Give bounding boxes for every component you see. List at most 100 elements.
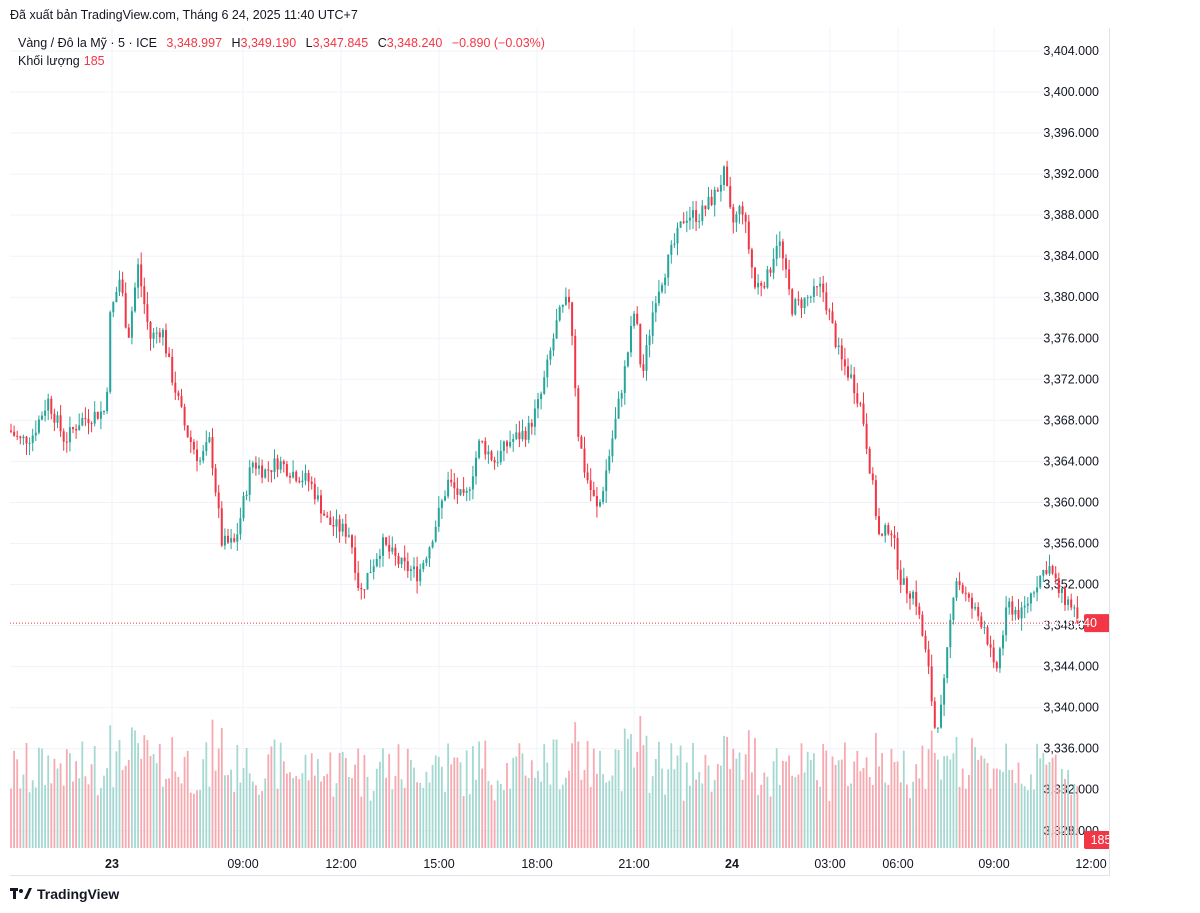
volume-bar	[87, 784, 90, 848]
candle-body	[28, 443, 31, 445]
volume-bar	[834, 764, 837, 848]
volume-bar	[273, 739, 276, 848]
volume-bar	[193, 793, 195, 848]
candle-body	[25, 436, 28, 444]
candle-body	[254, 462, 257, 469]
candle-body	[698, 220, 701, 222]
volume-bar	[422, 787, 425, 848]
candle-body	[1057, 578, 1060, 594]
candle-body	[688, 217, 691, 221]
volume-bar	[317, 759, 319, 848]
volume-bar	[289, 772, 291, 848]
volume-bar	[763, 772, 766, 848]
candle-body	[161, 330, 164, 338]
candle-body	[248, 467, 251, 495]
volume-bar	[850, 783, 852, 848]
volume-bar	[270, 746, 273, 848]
volume-bar	[245, 748, 248, 848]
volume-bar	[933, 753, 936, 848]
y-tick-label: 3,340.000	[1043, 701, 1099, 715]
tradingview-logo[interactable]: TradingView	[10, 886, 119, 902]
volume-bar	[134, 730, 136, 848]
symbol-label[interactable]: Vàng / Đô la Mỹ · 5 · ICE	[18, 36, 157, 50]
close-value: 3,348.240	[386, 36, 443, 50]
volume-bar	[103, 775, 105, 848]
candle-body	[208, 437, 211, 443]
candle-body	[651, 312, 654, 336]
candle-body	[47, 398, 50, 411]
candle-body	[905, 578, 908, 594]
candle-body	[453, 482, 456, 489]
candle-body	[13, 431, 16, 436]
candle-body	[59, 415, 62, 432]
candle-body	[344, 523, 347, 537]
volume-bar	[16, 759, 19, 848]
volume-bar	[667, 769, 670, 848]
candle-body	[961, 585, 964, 593]
candle-body	[664, 277, 667, 286]
candle-body	[155, 332, 158, 334]
candle-body	[964, 592, 967, 594]
volume-bar	[710, 791, 713, 848]
volume-bar	[444, 791, 446, 848]
candle-body	[394, 547, 397, 556]
candle-body	[484, 441, 487, 455]
volume-bar	[797, 774, 800, 848]
candle-body	[812, 286, 815, 297]
candle-body	[87, 418, 90, 424]
candle-body	[81, 418, 84, 426]
candle-body	[648, 335, 651, 346]
volume-bar	[909, 798, 911, 848]
volume-bar	[921, 745, 924, 848]
candle-body	[236, 534, 239, 542]
candle-body	[633, 313, 636, 327]
candle-body	[437, 507, 440, 527]
volume-bar	[313, 775, 316, 848]
volume-bar	[41, 748, 43, 848]
volume-bar	[143, 735, 146, 848]
candle-body	[158, 332, 161, 338]
candle-body	[258, 465, 260, 469]
chart-frame[interactable]: 3,404.000 3,400.000 3,396.000 3,392.000 3,38…	[10, 28, 1110, 876]
volume-bar	[639, 715, 642, 848]
candle-body	[347, 535, 350, 537]
candle-body	[34, 432, 37, 436]
candle-body	[899, 569, 902, 585]
candle-body	[96, 411, 99, 419]
volume-bar	[875, 732, 877, 848]
candle-body	[217, 492, 220, 509]
candle-body	[341, 523, 344, 532]
candle-body	[902, 578, 905, 585]
y-tick-label: 3,336.000	[1043, 742, 1099, 756]
volume-bar	[437, 756, 440, 848]
volume-bar	[844, 742, 846, 848]
volume-bar	[1020, 783, 1023, 848]
volume-bar	[806, 751, 809, 848]
volume-bar	[499, 783, 502, 848]
volume-label[interactable]: Khối lượng	[18, 54, 80, 68]
candle-body	[803, 297, 806, 309]
volume-bar	[388, 753, 391, 848]
volume-bar	[425, 771, 428, 848]
candle-body	[592, 490, 595, 496]
volume-bar	[847, 785, 849, 848]
volume-bar	[856, 750, 859, 848]
candle-body	[499, 450, 502, 463]
volume-bar	[574, 722, 577, 848]
tradingview-logo-icon	[10, 888, 32, 899]
candle-body	[834, 323, 837, 348]
candle-body	[577, 388, 580, 437]
volume-bar	[720, 765, 722, 848]
volume-bar	[363, 754, 366, 848]
candle-body	[862, 403, 865, 424]
candle-body	[78, 425, 81, 431]
volume-bar	[813, 753, 815, 848]
volume-bar	[1051, 757, 1054, 848]
volume-bar	[106, 768, 108, 848]
volume-bar	[512, 758, 515, 848]
price-chart[interactable]: 3,404.000 3,400.000 3,396.000 3,392.000 3,38…	[10, 28, 1109, 875]
volume-bar	[859, 771, 862, 848]
volume-bar	[896, 761, 899, 848]
candle-body	[481, 440, 484, 442]
candle-body	[521, 430, 524, 440]
